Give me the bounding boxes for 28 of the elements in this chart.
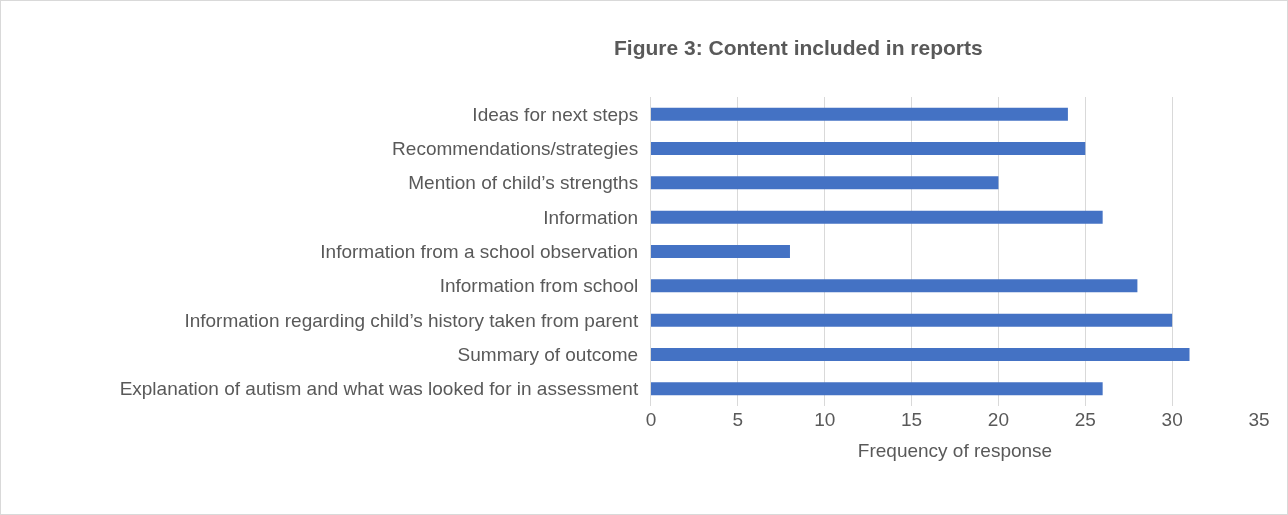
chart-title: Figure 3: Content included in reports <box>613 35 983 59</box>
bar <box>651 313 1173 327</box>
x-axis-title: Frequency of response <box>857 439 1053 461</box>
bar <box>651 210 1103 224</box>
x-tick-label: 10 <box>814 409 836 430</box>
y-tick-label: Recommendations/strategies <box>392 138 639 160</box>
x-tick-label: 20 <box>987 409 1009 430</box>
bar <box>651 107 1068 121</box>
x-tick-label: 25 <box>1074 409 1096 430</box>
y-tick-label: Information regarding child’s history taken from parent <box>184 309 639 331</box>
bar <box>651 382 1103 396</box>
bar <box>651 279 1138 293</box>
y-tick-label: Summary of outcome <box>457 344 639 366</box>
x-tick-label: 0 <box>645 409 657 430</box>
x-tick-label: 15 <box>901 409 923 430</box>
x-tick-label: 35 <box>1248 409 1270 430</box>
bar <box>651 244 790 259</box>
bar <box>651 141 1086 156</box>
bar <box>651 176 999 190</box>
y-tick-label: Mention of child’s strengths <box>408 172 639 194</box>
x-tick-label: 5 <box>732 409 744 430</box>
bar <box>651 347 1190 362</box>
y-tick-label: Information from a school observation <box>320 241 639 263</box>
y-tick-label: Ideas for next steps <box>472 103 639 125</box>
x-tick-label: 30 <box>1161 409 1183 430</box>
y-tick-label: Information from school <box>439 275 639 297</box>
y-tick-label: Explanation of autism and what was looked for in assessment <box>119 378 639 400</box>
y-tick-label: Information <box>543 206 639 228</box>
